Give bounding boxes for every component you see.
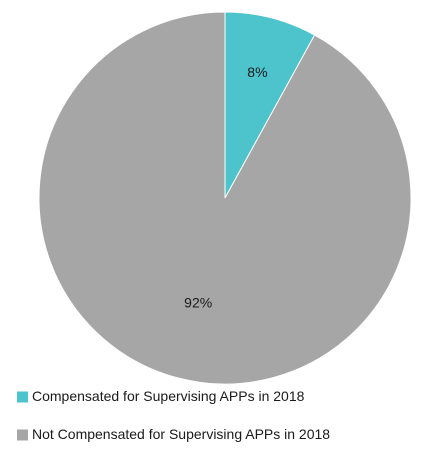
slice-data-label-1: 8% — [247, 64, 267, 80]
legend-swatch-1 — [17, 391, 28, 403]
slice-labels: 8% 92% — [184, 64, 267, 311]
pie-slices — [38, 11, 412, 385]
legend-label-1: Compensated for Supervising APPs in 2018 — [32, 388, 305, 404]
slice-data-label-2: 92% — [184, 295, 212, 311]
legend: Compensated for Supervising APPs in 2018… — [17, 388, 330, 442]
pie-slice-1 — [224, 11, 316, 199]
legend-swatch-2 — [17, 429, 28, 441]
pie-slice-2 — [38, 11, 412, 385]
legend-label-2: Not Compensated for Supervising APPs in … — [32, 426, 330, 442]
